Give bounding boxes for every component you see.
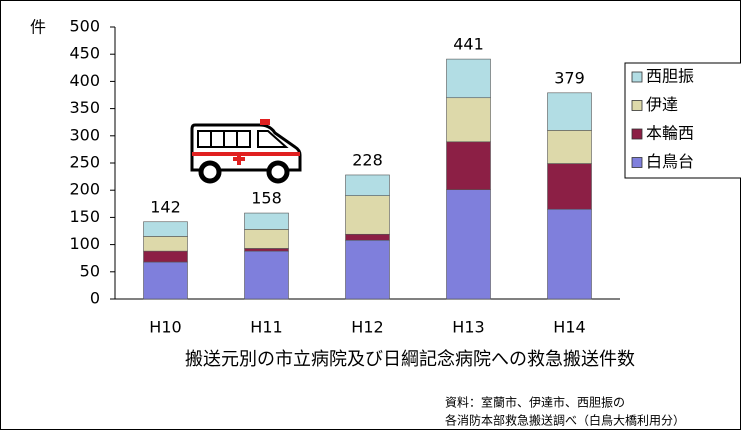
total-label: 379 <box>554 68 585 87</box>
bar-segment <box>547 163 592 210</box>
legend-swatch <box>631 100 643 111</box>
bar-segment <box>345 174 390 196</box>
y-tick-label: 300 <box>69 125 100 144</box>
bar-segment <box>547 130 592 164</box>
x-tick-label: H12 <box>351 318 383 337</box>
bar-segment <box>446 97 491 143</box>
bar-segment <box>345 239 390 300</box>
x-tick-label: H10 <box>149 318 181 337</box>
y-tick-label: 350 <box>69 98 100 117</box>
legend-label: 伊達 <box>646 95 678 114</box>
bar-segment <box>143 221 188 237</box>
x-tick-label: H14 <box>553 318 585 337</box>
legend-label: 白鳥台 <box>646 152 694 171</box>
bar-segment <box>244 229 289 249</box>
y-tick-label: 150 <box>69 207 100 226</box>
legend-swatch <box>631 128 643 140</box>
total-label: 142 <box>150 197 181 216</box>
legend-swatch <box>631 157 643 168</box>
bar-segment <box>446 58 491 99</box>
ambulance-icon <box>190 119 302 184</box>
bar-segment <box>244 250 289 300</box>
bar-segment <box>345 233 390 241</box>
bar-segment <box>446 141 491 190</box>
total-label: 158 <box>251 189 282 208</box>
bar-segment <box>143 250 188 263</box>
bar-segment <box>446 189 491 300</box>
y-tick-label: 250 <box>69 153 100 172</box>
source-line: 各消防本部救急搬送調べ（白鳥大橋利用分） <box>445 413 685 428</box>
total-label: 228 <box>352 150 383 169</box>
legend-label: 本輪西 <box>646 124 694 143</box>
total-label: 441 <box>453 35 484 54</box>
bar-segment <box>244 248 289 252</box>
bar-segment <box>244 212 289 230</box>
y-tick-label: 450 <box>69 44 100 63</box>
y-tick-label: 500 <box>69 17 100 36</box>
y-tick-label: 200 <box>69 180 100 199</box>
bar-segment <box>547 92 592 131</box>
legend-swatch <box>631 71 643 83</box>
chart-title: 搬送元別の市立病院及び日綱記念病院への救急搬送件数 <box>185 348 635 370</box>
bar-segment <box>143 236 188 252</box>
legend-box <box>624 62 741 179</box>
bar-segment <box>345 195 390 235</box>
source-line: 資料：室蘭市、伊達市、西胆振の <box>445 395 625 410</box>
bar-segment <box>143 261 188 300</box>
x-tick-label: H11 <box>250 318 282 337</box>
unit-label: 件 <box>30 18 46 37</box>
x-tick-label: H13 <box>452 318 484 337</box>
y-tick-label: 50 <box>80 261 100 280</box>
y-tick-label: 100 <box>69 234 100 253</box>
legend-label: 西胆振 <box>646 67 694 86</box>
bar-segment <box>547 208 592 300</box>
y-tick-label: 0 <box>90 289 100 308</box>
y-tick-label: 400 <box>69 71 100 90</box>
